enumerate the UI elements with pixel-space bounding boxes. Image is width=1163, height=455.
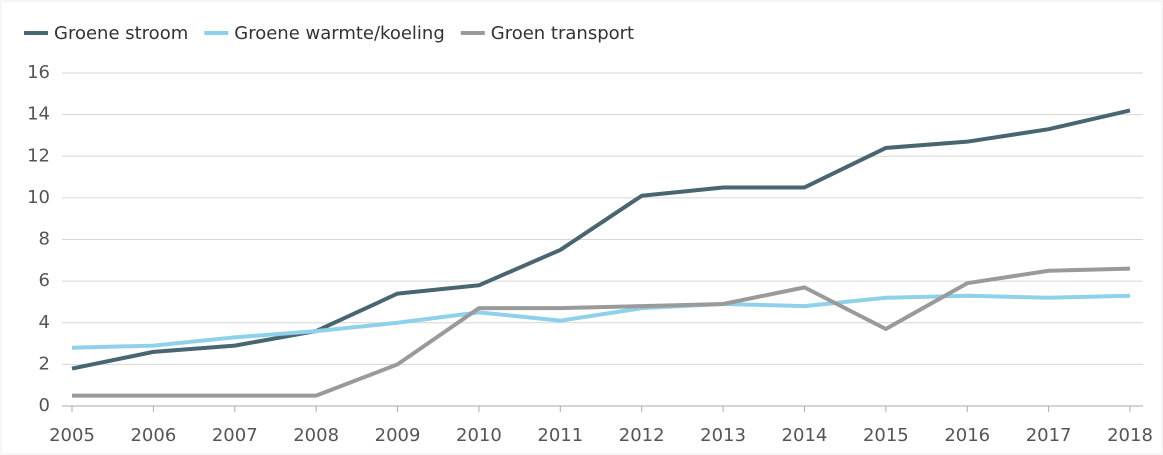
series-line bbox=[71, 293, 1131, 350]
x-tick-label: 2012 bbox=[619, 425, 665, 446]
legend-label: Groen transport bbox=[491, 23, 634, 44]
y-tick-label: 12 bbox=[27, 145, 50, 166]
x-tick-label: 2009 bbox=[375, 425, 421, 446]
series-line bbox=[71, 108, 1131, 371]
legend: Groene stroom Groene warmte/koeling Groen … bbox=[24, 23, 634, 44]
y-tick-label: 4 bbox=[39, 312, 50, 333]
x-tick-label: 2008 bbox=[293, 425, 339, 446]
y-tick-label: 16 bbox=[27, 62, 50, 83]
legend-label: Groene stroom bbox=[54, 23, 188, 44]
y-tick-label: 8 bbox=[39, 229, 50, 250]
x-tick-label: 2013 bbox=[700, 425, 746, 446]
x-tick-label: 2016 bbox=[944, 425, 990, 446]
y-tick-label: 0 bbox=[39, 395, 50, 416]
x-tick-label: 2015 bbox=[863, 425, 909, 446]
x-tick-label: 2011 bbox=[537, 425, 583, 446]
x-tick-label: 2005 bbox=[49, 425, 95, 446]
series-line bbox=[72, 266, 1131, 398]
legend-label: Groene warmte/koeling bbox=[234, 23, 445, 44]
y-tick-label: 14 bbox=[27, 104, 50, 125]
x-tick-label: 2010 bbox=[456, 425, 502, 446]
x-tick-label: 2014 bbox=[782, 425, 828, 446]
y-tick-label: 10 bbox=[27, 187, 50, 208]
x-tick-label: 2018 bbox=[1107, 425, 1153, 446]
y-tick-label: 2 bbox=[39, 353, 50, 374]
x-tick-label: 2006 bbox=[130, 425, 176, 446]
x-tick-label: 2017 bbox=[1026, 425, 1072, 446]
y-tick-label: 6 bbox=[39, 270, 50, 291]
x-tick-label: 2007 bbox=[212, 425, 258, 446]
